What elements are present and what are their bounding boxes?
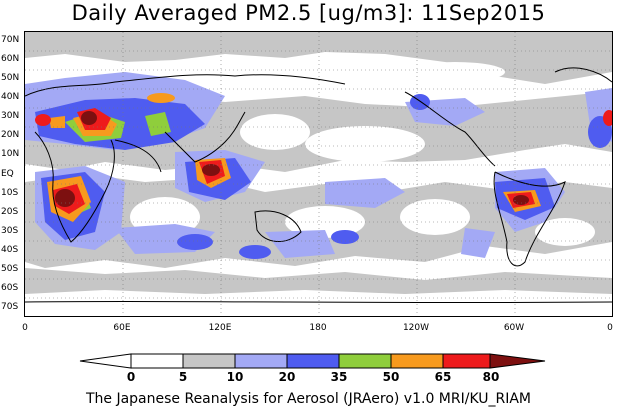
lon-label-60e: 60E — [113, 323, 131, 333]
dark-red-zones — [55, 111, 529, 207]
grid-lines — [25, 32, 612, 316]
lon-label-180: 180 — [309, 323, 327, 333]
colorbar-label-50: 50 — [382, 370, 400, 384]
lat-label-50s: 50S — [1, 264, 19, 274]
colorbar-label-0: 0 — [126, 370, 136, 384]
lat-label-70s: 70S — [1, 302, 19, 312]
lat-label-50n: 50N — [1, 73, 20, 83]
footer-credit: The Japanese Reanalysis for Aerosol (JRA… — [85, 391, 532, 407]
lat-label-30s: 30S — [1, 226, 19, 236]
lat-label-10n: 10N — [1, 149, 20, 159]
lon-label-60w: 60W — [503, 323, 525, 333]
lat-label-60n: 60N — [1, 54, 20, 64]
colorbar-bin-5-10-b — [182, 353, 236, 369]
colorbar-bin-50-65 — [390, 353, 444, 369]
colorbar-arrow-left — [79, 353, 132, 369]
colorbar-bin-20-35 — [286, 353, 340, 369]
colorbar-bin-10-20 — [234, 353, 288, 369]
map-title: Daily Averaged PM2.5 [ug/m3]: 11Sep2015 — [71, 1, 546, 25]
colorbar-label-10: 10 — [226, 370, 244, 384]
lat-label-20s: 20S — [1, 207, 19, 217]
pm25-map — [24, 31, 613, 317]
colorbar-bin-0-5-white — [130, 353, 184, 369]
colorbar-bin-35-50 — [338, 353, 392, 369]
lat-label-70n: 70N — [1, 35, 20, 45]
lon-label-0-right: 0 — [607, 323, 613, 333]
lat-label-60s: 60S — [1, 283, 19, 293]
lon-label-120e: 120E — [208, 323, 232, 333]
colorbar-label-20: 20 — [278, 370, 296, 384]
lat-label-eq: EQ — [1, 169, 14, 179]
colorbar-label-35: 35 — [330, 370, 348, 384]
lon-label-120w: 120W — [402, 323, 430, 333]
lat-label-20n: 20N — [1, 130, 20, 140]
colorbar-label-80: 80 — [482, 370, 500, 384]
lon-label-0-left: 0 — [22, 323, 28, 333]
lat-label-30n: 30N — [1, 111, 20, 121]
colorbar-label-65: 65 — [434, 370, 452, 384]
lat-label-10s: 10S — [1, 188, 19, 198]
coastlines — [25, 67, 612, 304]
colorbar-bin-65-80 — [442, 353, 491, 369]
colorbar — [79, 353, 546, 369]
colorbar-label-5: 5 — [178, 370, 188, 384]
colorbar-arrow-right — [489, 353, 546, 369]
lat-label-40s: 40S — [1, 245, 19, 255]
pm25-map-canvas — [25, 32, 612, 316]
lat-label-40n: 40N — [1, 92, 20, 102]
